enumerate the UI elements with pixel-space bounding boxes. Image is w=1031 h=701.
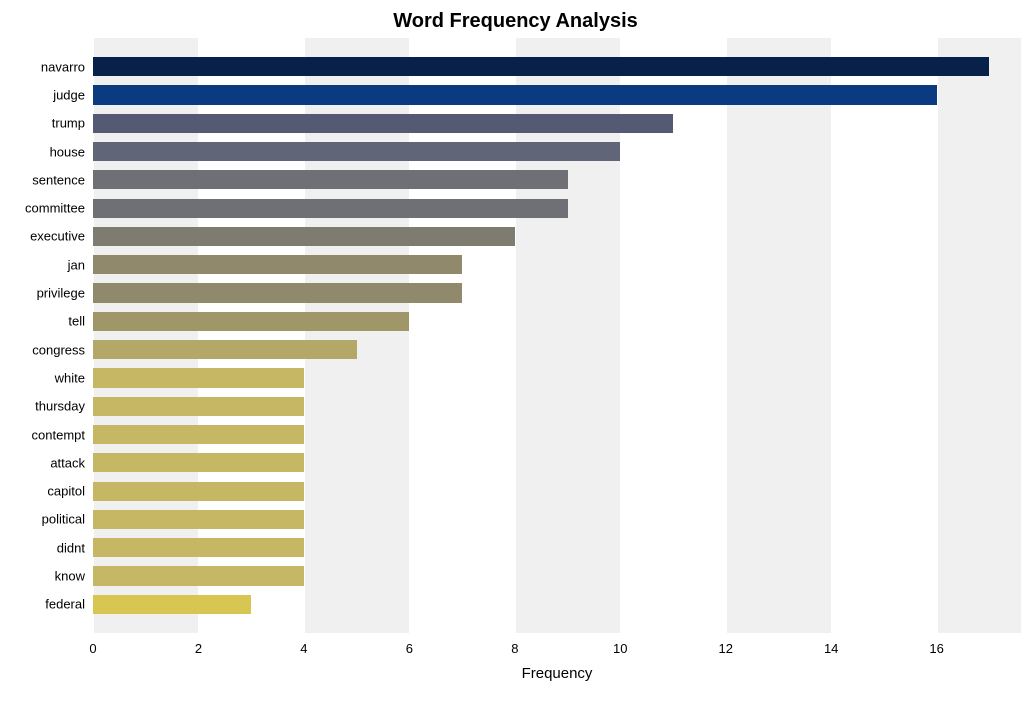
y-axis-label: contempt xyxy=(32,427,85,442)
bar xyxy=(93,312,409,331)
chart-title: Word Frequency Analysis xyxy=(0,10,1031,33)
bar xyxy=(93,57,989,76)
bar xyxy=(93,397,304,416)
y-axis-label: congress xyxy=(32,342,85,357)
x-tick-label: 12 xyxy=(718,641,732,656)
x-tick-label: 2 xyxy=(195,641,202,656)
bar xyxy=(93,566,304,585)
bar xyxy=(93,255,462,274)
y-axis-label: trump xyxy=(52,116,85,131)
bar xyxy=(93,227,515,246)
bar xyxy=(93,482,304,501)
grid-band xyxy=(831,38,936,633)
y-axis-label: federal xyxy=(45,597,85,612)
y-axis-label: white xyxy=(55,370,85,385)
x-tick-label: 6 xyxy=(406,641,413,656)
bar xyxy=(93,595,251,614)
y-axis-label: judge xyxy=(53,87,85,102)
bar xyxy=(93,199,568,218)
bar xyxy=(93,425,304,444)
bar xyxy=(93,453,304,472)
y-axis-label: capitol xyxy=(47,484,85,499)
bar xyxy=(93,368,304,387)
y-axis-label: attack xyxy=(50,455,85,470)
bar xyxy=(93,340,357,359)
x-tick-label: 10 xyxy=(613,641,627,656)
grid-line xyxy=(831,38,832,633)
bar xyxy=(93,170,568,189)
y-axis-label: navarro xyxy=(41,59,85,74)
y-axis-label: political xyxy=(42,512,85,527)
x-axis-title: Frequency xyxy=(522,665,593,682)
word-frequency-chart: Word Frequency Analysis navarrojudgetrum… xyxy=(0,0,1031,701)
bar xyxy=(93,85,937,104)
y-axis-label: didnt xyxy=(57,540,85,555)
y-axis-label: thursday xyxy=(35,399,85,414)
y-axis-label: privilege xyxy=(37,286,85,301)
y-axis-label: executive xyxy=(30,229,85,244)
bar xyxy=(93,114,673,133)
grid-line xyxy=(937,38,938,633)
x-tick-label: 16 xyxy=(929,641,943,656)
y-axis-label: house xyxy=(50,144,85,159)
x-tick-label: 0 xyxy=(89,641,96,656)
plot-area: navarrojudgetrumphousesentencecommitteee… xyxy=(93,38,1021,633)
bar xyxy=(93,283,462,302)
x-tick-label: 14 xyxy=(824,641,838,656)
grid-band xyxy=(937,38,1021,633)
bar xyxy=(93,538,304,557)
bar xyxy=(93,142,620,161)
grid-line xyxy=(726,38,727,633)
bar xyxy=(93,510,304,529)
y-axis-label: know xyxy=(55,569,85,584)
x-tick-label: 4 xyxy=(300,641,307,656)
y-axis-label: jan xyxy=(68,257,85,272)
x-tick-label: 8 xyxy=(511,641,518,656)
y-axis-label: sentence xyxy=(32,172,85,187)
grid-band xyxy=(726,38,831,633)
y-axis-label: tell xyxy=(68,314,85,329)
y-axis-label: committee xyxy=(25,201,85,216)
